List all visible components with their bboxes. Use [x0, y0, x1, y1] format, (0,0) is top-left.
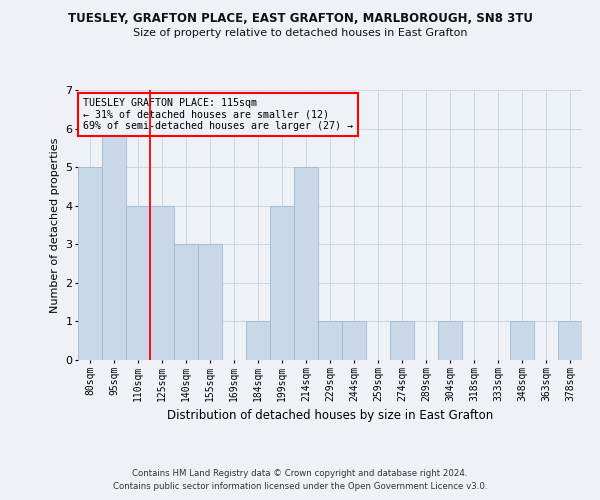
Text: Contains HM Land Registry data © Crown copyright and database right 2024.: Contains HM Land Registry data © Crown c… — [132, 468, 468, 477]
Text: Contains public sector information licensed under the Open Government Licence v3: Contains public sector information licen… — [113, 482, 487, 491]
Text: Size of property relative to detached houses in East Grafton: Size of property relative to detached ho… — [133, 28, 467, 38]
Bar — [246, 322, 270, 360]
X-axis label: Distribution of detached houses by size in East Grafton: Distribution of detached houses by size … — [167, 409, 493, 422]
Bar — [198, 244, 222, 360]
Bar — [294, 167, 318, 360]
Bar — [342, 322, 366, 360]
Text: TUESLEY, GRAFTON PLACE, EAST GRAFTON, MARLBOROUGH, SN8 3TU: TUESLEY, GRAFTON PLACE, EAST GRAFTON, MA… — [67, 12, 533, 26]
Y-axis label: Number of detached properties: Number of detached properties — [50, 138, 60, 312]
Bar — [558, 322, 582, 360]
Bar — [78, 167, 102, 360]
Bar — [318, 322, 342, 360]
Bar — [174, 244, 198, 360]
Text: TUESLEY GRAFTON PLACE: 115sqm
← 31% of detached houses are smaller (12)
69% of s: TUESLEY GRAFTON PLACE: 115sqm ← 31% of d… — [83, 98, 353, 132]
Bar — [126, 206, 150, 360]
Bar — [390, 322, 414, 360]
Bar — [270, 206, 294, 360]
Bar — [438, 322, 462, 360]
Bar — [150, 206, 174, 360]
Bar — [102, 128, 126, 360]
Bar — [510, 322, 534, 360]
